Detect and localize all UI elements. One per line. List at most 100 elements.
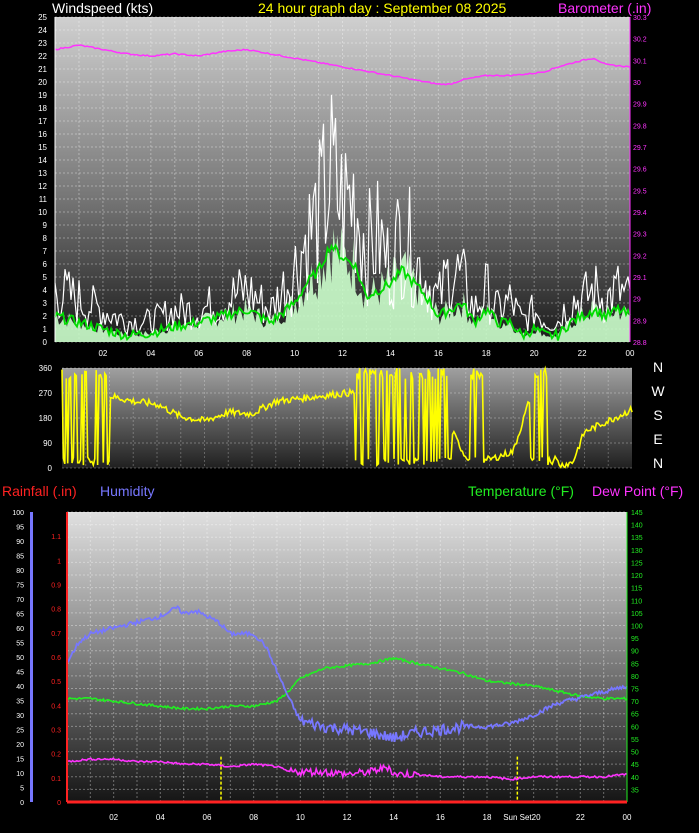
- humidity-label: Humidity: [100, 483, 154, 499]
- humidity-tick-label: 50: [16, 655, 24, 662]
- humidity-tick-label: 30: [16, 713, 24, 720]
- y-tick-label: 6: [43, 260, 48, 269]
- direction-tick-label: 0: [48, 464, 53, 473]
- y-tick-label: 21: [38, 65, 47, 74]
- y-tick-label: 14: [38, 156, 47, 165]
- x-tick-label: 18: [483, 813, 492, 822]
- temp-tick-label: 45: [631, 762, 639, 769]
- x-tick-label: 12: [338, 349, 347, 358]
- y2-tick-label: 30.1: [633, 58, 647, 65]
- humidity-tick-label: 15: [16, 757, 24, 764]
- x-tick-label: 08: [249, 813, 258, 822]
- rainfall-label: Rainfall (.in): [2, 483, 77, 499]
- y2-tick-label: 29: [633, 297, 641, 304]
- x-tick-label: 10: [296, 813, 305, 822]
- direction-tick-label: 360: [39, 364, 53, 373]
- rain-tick-label: 0.1: [51, 776, 61, 783]
- direction-panel-grid: [62, 367, 632, 469]
- y-tick-label: 20: [38, 78, 47, 87]
- humidity-tick-label: 95: [16, 525, 24, 532]
- y2-tick-label: 29.1: [633, 275, 647, 282]
- barometer-label: Barometer (.in): [558, 0, 651, 16]
- rain-tick-label: 0.9: [51, 583, 61, 590]
- y2-tick-label: 28.9: [633, 318, 647, 325]
- barometer-line: [54, 44, 631, 86]
- humidity-tick-label: 20: [16, 742, 24, 749]
- temp-tick-label: 140: [631, 523, 643, 530]
- temp-tick-label: 50: [631, 750, 639, 757]
- humidity-tick-label: 40: [16, 684, 24, 691]
- temp-tick-label: 35: [631, 787, 639, 794]
- wind-direction-line: [61, 365, 633, 469]
- wind-panel-ticks: 0123456789101112131415161718192021222324…: [38, 13, 647, 358]
- compass-label: N: [653, 455, 663, 471]
- compass-label: E: [653, 431, 662, 447]
- dewpoint-line: [66, 757, 628, 781]
- humidity-tick-label: 90: [16, 539, 24, 546]
- temp-tick-label: 110: [631, 598, 642, 605]
- y2-tick-label: 29.8: [633, 123, 647, 130]
- x-tick-label: 16: [434, 349, 443, 358]
- humidity-tick-label: 85: [16, 554, 24, 561]
- sunset-label: Sun Set: [503, 813, 532, 822]
- y2-tick-label: 30: [633, 80, 641, 87]
- rain-tick-label: 1: [57, 558, 61, 565]
- x-tick-label: 06: [194, 349, 203, 358]
- rain-tick-label: 0.5: [51, 679, 61, 686]
- rain-tick-label: 0.8: [51, 607, 61, 614]
- x-tick-label: 22: [578, 349, 587, 358]
- direction-panel-background: [62, 368, 632, 468]
- temp-tick-label: 135: [631, 535, 643, 542]
- humidity-tick-label: 70: [16, 597, 24, 604]
- rain-tick-label: 0.4: [51, 703, 61, 710]
- y-tick-label: 1: [43, 325, 48, 334]
- x-tick-label: 20: [532, 813, 541, 822]
- humidity-tick-label: 60: [16, 626, 24, 633]
- y-tick-label: 8: [43, 234, 48, 243]
- rain-tick-label: 0: [57, 800, 61, 807]
- y2-tick-label: 29.4: [633, 210, 647, 217]
- temp-tick-label: 125: [631, 560, 643, 567]
- x-tick-label: 02: [98, 349, 107, 358]
- humidity-axis-bar: [30, 512, 33, 802]
- y-tick-label: 10: [38, 208, 47, 217]
- temp-tick-label: 75: [631, 687, 639, 694]
- wind-avg-line: [54, 243, 631, 342]
- temperature-line: [67, 656, 628, 712]
- y-tick-label: 4: [43, 286, 48, 295]
- temp-tick-label: 145: [631, 510, 643, 517]
- compass-label: W: [651, 383, 665, 399]
- temp-tick-label: 90: [631, 649, 639, 656]
- temp-panel-ticks: 0510152025303540455055606570758085909510…: [12, 510, 642, 822]
- y-tick-label: 19: [38, 91, 47, 100]
- y-tick-label: 12: [38, 182, 47, 191]
- temp-tick-label: 80: [631, 674, 639, 681]
- temp-tick-label: 85: [631, 661, 639, 668]
- dewpoint-label: Dew Point (°F): [592, 483, 683, 499]
- y2-tick-label: 29.5: [633, 188, 647, 195]
- y-tick-label: 7: [43, 247, 48, 256]
- y-tick-label: 0: [43, 338, 48, 347]
- y2-tick-label: 29.3: [633, 232, 647, 239]
- x-tick-label: 22: [576, 813, 585, 822]
- temp-tick-label: 100: [631, 623, 643, 630]
- x-tick-label: 06: [203, 813, 212, 822]
- humidity-tick-label: 25: [16, 728, 24, 735]
- temperature-label: Temperature (°F): [468, 483, 574, 499]
- rain-tick-label: 0.6: [51, 655, 61, 662]
- temp-tick-label: 40: [631, 775, 639, 782]
- temp-panel-series: [66, 605, 628, 781]
- y-tick-label: 3: [43, 299, 48, 308]
- compass-label: S: [653, 407, 662, 423]
- x-tick-label: 18: [482, 349, 491, 358]
- x-tick-label: 04: [146, 349, 155, 358]
- y2-tick-label: 29.2: [633, 253, 647, 260]
- temp-tick-label: 105: [631, 611, 643, 618]
- y-tick-label: 5: [43, 273, 48, 282]
- x-tick-label: 08: [242, 349, 251, 358]
- humidity-tick-label: 100: [12, 510, 24, 517]
- wind-panel-series: [54, 44, 631, 342]
- temp-tick-label: 70: [631, 699, 639, 706]
- x-tick-label: 10: [290, 349, 299, 358]
- humidity-tick-label: 0: [20, 800, 24, 807]
